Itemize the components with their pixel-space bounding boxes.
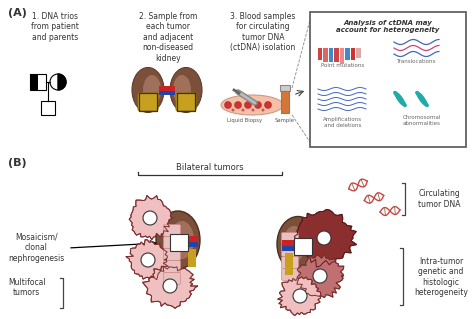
FancyBboxPatch shape [164,261,181,272]
Bar [282,240,294,246]
Circle shape [50,74,66,90]
Text: Bilateral tumors: Bilateral tumors [176,163,244,172]
Bar [329,48,334,58]
Text: 7: 7 [176,238,182,247]
Circle shape [252,108,255,112]
Bar [318,48,322,62]
Bar [294,238,312,255]
FancyBboxPatch shape [164,236,181,249]
Circle shape [317,231,331,245]
Polygon shape [129,196,173,240]
Circle shape [262,108,264,112]
FancyBboxPatch shape [282,256,299,269]
FancyBboxPatch shape [138,93,158,111]
Text: Intra-tumor
genetic and
histologic
heterogeneity: Intra-tumor genetic and histologic heter… [414,257,468,297]
Text: 1. DNA trios
from patient
and parents: 1. DNA trios from patient and parents [31,12,79,42]
Bar [188,249,196,267]
Circle shape [264,101,272,108]
Bar [280,85,290,91]
Text: 3: 3 [168,283,173,289]
FancyBboxPatch shape [282,233,299,244]
Circle shape [235,101,241,108]
Bar [30,74,38,90]
Bar [159,91,175,95]
Circle shape [245,101,252,108]
Polygon shape [297,255,344,298]
FancyBboxPatch shape [164,249,181,261]
Bar [310,12,466,147]
Text: 5: 5 [322,235,327,241]
Text: 3. Blood samples
for circulating
tumor DNA
(ctDNA) isolation: 3. Blood samples for circulating tumor D… [230,12,296,52]
Bar [281,91,289,113]
Bar [346,48,350,64]
Ellipse shape [143,75,161,105]
Bar [351,48,356,62]
Text: Translocations: Translocations [396,59,436,64]
FancyBboxPatch shape [282,244,299,256]
Bar [186,236,198,242]
Ellipse shape [277,217,319,271]
Text: Mosaicism/
clonal
nephrogenesis: Mosaicism/ clonal nephrogenesis [8,233,64,263]
Text: Multifocal
tumors: Multifocal tumors [8,278,46,297]
Polygon shape [278,277,321,315]
Text: Sample: Sample [275,118,295,123]
Bar [30,74,46,90]
Circle shape [225,101,231,108]
Bar [282,246,294,251]
Text: 4: 4 [298,293,302,299]
Circle shape [313,269,327,283]
Polygon shape [294,209,357,267]
Bar [340,48,345,58]
Circle shape [141,253,155,267]
Text: (B): (B) [8,158,27,168]
Text: 2. Sample from
each tumor
and adjacent
non-diseased
kidney: 2. Sample from each tumor and adjacent n… [139,12,197,63]
Circle shape [143,211,157,225]
Circle shape [293,289,307,303]
Circle shape [163,279,177,293]
Polygon shape [58,74,66,90]
Polygon shape [126,240,168,280]
Text: 1: 1 [147,215,153,221]
Circle shape [241,108,245,112]
Ellipse shape [283,226,305,262]
Ellipse shape [132,68,164,113]
Bar [41,101,55,115]
Text: Analysis of ctDNA may
account for heterogeneity: Analysis of ctDNA may account for hetero… [337,20,440,33]
Bar [139,93,157,111]
Text: (A): (A) [8,8,27,18]
Ellipse shape [173,75,191,105]
Text: Chromosomal
abnormalities: Chromosomal abnormalities [403,115,441,126]
Text: Circulating
tumor DNA: Circulating tumor DNA [418,189,461,209]
Bar [177,93,195,111]
Bar [159,86,175,91]
Bar [186,242,198,247]
FancyBboxPatch shape [282,269,299,280]
Bar [170,234,188,251]
FancyBboxPatch shape [164,272,181,285]
Text: Liquid Biopsy: Liquid Biopsy [228,118,263,123]
FancyBboxPatch shape [164,225,181,236]
FancyBboxPatch shape [176,93,196,111]
Ellipse shape [156,211,200,269]
Bar [285,253,293,275]
Ellipse shape [170,68,202,113]
Ellipse shape [221,95,283,115]
Polygon shape [143,266,198,308]
Text: 2: 2 [146,257,150,263]
Bar [323,48,328,58]
Circle shape [231,108,235,112]
Text: Amplifications
and deletions: Amplifications and deletions [323,117,363,128]
Bar [335,48,339,62]
Text: Point mutations: Point mutations [321,63,365,68]
Circle shape [255,101,262,108]
Text: 6: 6 [318,273,322,279]
Bar [356,48,361,58]
Ellipse shape [170,221,194,259]
Text: 8: 8 [301,241,306,250]
